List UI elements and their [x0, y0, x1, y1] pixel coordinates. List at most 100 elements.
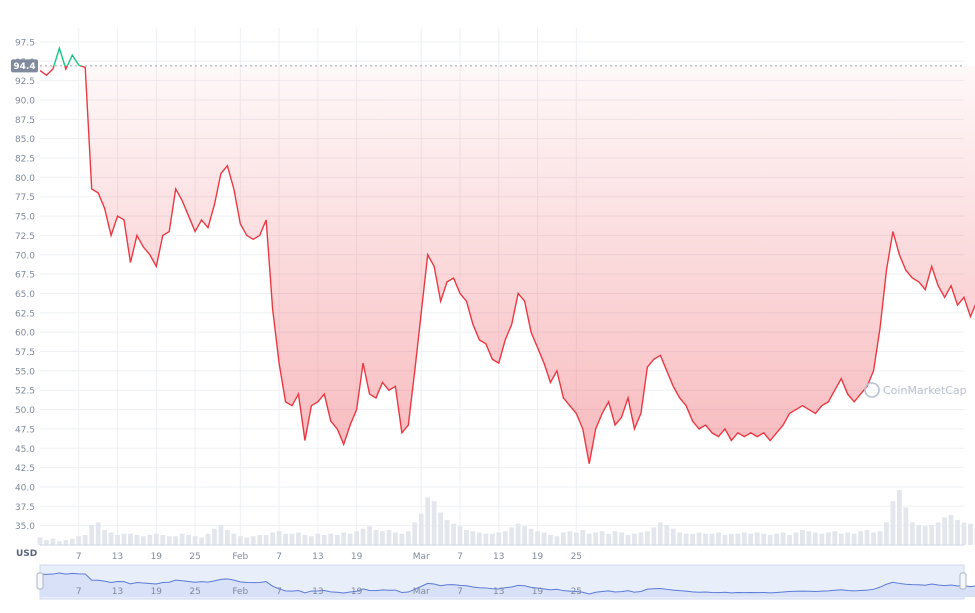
- volume-bar: [839, 534, 844, 545]
- volume-bar: [923, 526, 928, 545]
- y-tick-label: 40.0: [15, 483, 35, 493]
- volume-bar: [296, 533, 301, 546]
- volume-bar: [716, 533, 721, 546]
- navigator-tick-label: 19: [351, 587, 363, 597]
- volume-bar: [884, 523, 889, 546]
- volume-bar: [283, 534, 288, 545]
- volume-bar: [826, 533, 831, 546]
- volume-bar: [393, 533, 398, 546]
- volume-bar: [244, 538, 249, 546]
- volume-bar: [219, 525, 224, 545]
- volume-bar: [309, 536, 314, 545]
- volume-bar: [387, 530, 392, 545]
- volume-bar: [115, 535, 120, 545]
- volume-bar: [542, 533, 547, 546]
- volume-bar: [490, 534, 495, 545]
- volume-bar: [57, 541, 62, 545]
- volume-bar: [477, 533, 482, 546]
- volume-bar: [626, 535, 631, 545]
- y-tick-label: 70.0: [15, 251, 35, 261]
- current-price-badge: 94.4: [11, 59, 38, 72]
- volume-bar: [555, 536, 560, 545]
- volume-bar: [832, 531, 837, 545]
- y-tick-label: 67.5: [15, 271, 35, 281]
- volume-bar: [819, 534, 824, 545]
- y-tick-label: 62.5: [15, 309, 35, 319]
- navigator-handle-left[interactable]: [37, 573, 43, 589]
- volume-bar: [231, 534, 236, 545]
- volume-bar: [503, 531, 508, 545]
- volume-bar: [936, 523, 941, 546]
- x-tick-label: 13: [112, 552, 123, 562]
- volume-bar: [580, 530, 585, 545]
- volume-bar: [768, 535, 773, 545]
- volume-bar: [96, 523, 101, 546]
- volume-bar: [348, 534, 353, 545]
- volume-bar: [458, 526, 463, 545]
- volume-bar: [445, 520, 450, 545]
- y-tick-label: 72.5: [15, 232, 35, 242]
- current-price-badge-text: 94.4: [13, 62, 35, 72]
- volume-bar: [729, 534, 734, 545]
- volume-bar: [723, 535, 728, 545]
- volume-bar: [613, 531, 618, 545]
- volume-bar: [76, 536, 81, 545]
- volume-bar: [878, 531, 883, 545]
- y-tick-label: 92.5: [15, 77, 35, 87]
- volume-bar: [639, 533, 644, 546]
- volume-bar: [315, 534, 320, 545]
- volume-bar: [949, 515, 954, 545]
- volume-bar: [632, 534, 637, 545]
- navigator-handle-right[interactable]: [960, 573, 966, 589]
- y-tick-label: 65.0: [15, 290, 35, 300]
- volume-bar: [561, 533, 566, 546]
- volume-bar: [483, 534, 488, 545]
- volume-bar: [432, 501, 437, 545]
- volume-bar: [858, 531, 863, 545]
- volume-bar: [955, 520, 960, 545]
- volume-bar: [871, 533, 876, 546]
- volume-bar: [587, 534, 592, 545]
- volume-bar: [225, 530, 230, 545]
- volume-bar: [690, 534, 695, 545]
- volume-bar: [367, 526, 372, 545]
- volume-bar: [813, 533, 818, 546]
- volume-bar: [322, 535, 327, 545]
- y-tick-label: 50.0: [15, 406, 35, 416]
- volume-bar: [645, 531, 650, 545]
- y-tick-label: 75.0: [15, 213, 35, 223]
- volume-bar: [167, 536, 172, 545]
- volume-bar: [147, 535, 152, 545]
- volume-bar: [794, 533, 799, 546]
- volume-bar: [380, 531, 385, 545]
- volume-bar: [206, 534, 211, 545]
- volume-bar: [44, 540, 49, 545]
- volume-bar: [464, 530, 469, 545]
- volume-bar: [903, 508, 908, 546]
- navigator-tick-label: 7: [457, 587, 463, 597]
- volume-bar: [574, 533, 579, 546]
- volume-bar: [135, 535, 140, 545]
- volume-bar: [496, 533, 501, 546]
- volume-bar: [154, 534, 159, 545]
- volume-bar: [567, 531, 572, 545]
- volume-bar: [600, 531, 605, 545]
- volume-bar: [412, 523, 417, 546]
- x-tick-label: 7: [76, 552, 82, 562]
- volume-bar: [425, 498, 430, 546]
- volume-bar: [677, 533, 682, 546]
- volume-bar: [328, 534, 333, 545]
- x-tick-label: 7: [457, 552, 463, 562]
- x-tick-label: 13: [312, 552, 323, 562]
- x-tick-label: Feb: [232, 552, 248, 562]
- volume-bar: [335, 535, 340, 545]
- volume-bar: [354, 531, 359, 545]
- volume-bar: [251, 536, 256, 545]
- volume-bar: [51, 539, 56, 545]
- volume-bar: [962, 523, 967, 546]
- y-tick-label: 85.0: [15, 135, 35, 145]
- volume-bar: [180, 534, 185, 545]
- volume-bar: [212, 529, 217, 545]
